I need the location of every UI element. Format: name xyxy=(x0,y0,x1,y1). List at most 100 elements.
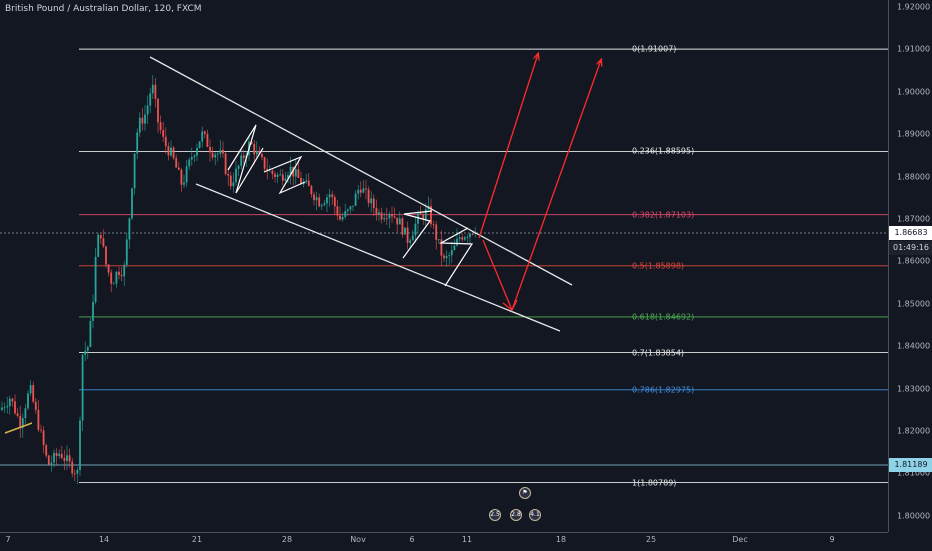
candle-body xyxy=(292,166,295,177)
time-tick-label: 18 xyxy=(555,535,567,544)
candle-body xyxy=(276,174,279,177)
candle-body xyxy=(3,407,6,409)
current-price-badge: 1.86683 xyxy=(889,226,932,240)
price-tick-label: 1.87000 xyxy=(897,214,931,224)
time-tick-label: 9 xyxy=(829,535,835,544)
candle-body xyxy=(1,407,3,410)
candle-body xyxy=(445,256,448,259)
candle-body xyxy=(131,188,133,219)
candle-body xyxy=(326,197,328,204)
event-badge[interactable]: 4.1 xyxy=(529,509,541,521)
price-tick-label: 1.90000 xyxy=(897,87,931,97)
candle-body xyxy=(300,177,302,185)
candle-body xyxy=(97,234,100,257)
candle-body xyxy=(372,198,375,209)
channel-lines[interactable] xyxy=(149,56,573,332)
candle-body xyxy=(448,255,451,257)
event-badge[interactable]: 2.5 xyxy=(489,509,501,521)
candle-body xyxy=(151,84,154,94)
candle-body xyxy=(240,155,243,166)
candle-body xyxy=(391,214,393,217)
time-tick-label: 7 xyxy=(5,535,11,544)
flag-pattern-2[interactable] xyxy=(263,155,306,195)
time-tick-label: 6 xyxy=(409,535,415,544)
candle-body xyxy=(71,461,74,474)
candle-body xyxy=(393,216,396,218)
candle-body xyxy=(310,186,313,195)
candle-body xyxy=(8,398,11,407)
candle-body xyxy=(432,224,435,226)
arrow-breakout-up[interactable] xyxy=(478,54,538,239)
flag-pattern-1[interactable] xyxy=(227,124,264,194)
candle-body xyxy=(305,180,308,183)
price-axis[interactable]: 1.92000 1.91000 1.90000 1.89000 1.88000 1.870… xyxy=(888,0,932,532)
flag-pattern-3[interactable] xyxy=(402,210,433,259)
fib-level-label: 0(1.91007) xyxy=(632,44,677,54)
candle-body xyxy=(133,153,136,189)
candle-body xyxy=(357,189,360,194)
candle-body xyxy=(219,149,222,154)
candle-body xyxy=(471,233,474,235)
candle-body xyxy=(170,147,172,156)
candle-body xyxy=(414,223,417,236)
candle-body xyxy=(385,218,388,220)
candle-body xyxy=(27,393,29,409)
candle-body xyxy=(60,453,63,459)
event-flag-uk-icon[interactable]: ⚑ xyxy=(519,487,531,499)
candle-body xyxy=(16,413,19,416)
arrow-down-then-up[interactable] xyxy=(482,60,601,312)
candle-body xyxy=(45,445,48,456)
candle-body xyxy=(190,157,193,160)
candle-body xyxy=(352,205,354,207)
fib-retracement-lines[interactable] xyxy=(79,48,888,483)
candle-body xyxy=(188,159,191,167)
candle-body xyxy=(406,227,409,243)
candle-body xyxy=(118,271,120,275)
candle-body xyxy=(141,117,144,124)
candle-body xyxy=(198,141,201,149)
candle-body xyxy=(398,218,401,225)
candle-body xyxy=(396,217,399,225)
arrow-dip-head xyxy=(502,302,513,311)
candle-body xyxy=(461,237,464,240)
projection-arrows[interactable] xyxy=(478,54,601,312)
candle-body xyxy=(86,347,89,351)
candle-body xyxy=(411,235,414,241)
candle-body xyxy=(458,237,461,239)
marked-price-badge: 1.81189 xyxy=(889,458,932,472)
candle-body xyxy=(183,182,185,185)
candle-body xyxy=(159,122,162,131)
candle-body xyxy=(196,148,198,156)
candle-body xyxy=(437,239,440,241)
candle-body xyxy=(383,218,386,220)
candle-body xyxy=(206,133,209,147)
candle-body xyxy=(6,406,9,408)
time-tick-label: Dec xyxy=(732,535,748,544)
candle-body xyxy=(380,212,383,220)
chart-pane[interactable] xyxy=(0,0,888,532)
candle-body xyxy=(422,214,425,220)
moving-average-segment xyxy=(4,422,33,434)
candle-body xyxy=(229,175,232,187)
channel-upper-line[interactable] xyxy=(149,56,573,286)
candle-body xyxy=(404,227,406,235)
candle-body xyxy=(167,146,170,156)
time-axis[interactable]: 7 14 21 28 Nov 6 11 18 25 Dec 9 xyxy=(0,532,888,551)
fib-level-label: 0.618(1.84692) xyxy=(632,312,695,322)
candle-body xyxy=(128,218,131,240)
time-tick-label: 25 xyxy=(645,535,657,544)
channel-lower-line[interactable] xyxy=(195,183,561,332)
candle-body xyxy=(29,385,32,394)
candle-body xyxy=(378,212,380,215)
candle-body xyxy=(224,153,227,175)
candle-body xyxy=(341,216,344,220)
event-badge[interactable]: 2.8 xyxy=(510,509,522,521)
candle-body xyxy=(281,174,284,181)
candle-body xyxy=(336,206,339,216)
flag-pattern-4[interactable] xyxy=(438,227,474,287)
candle-body xyxy=(102,238,105,247)
candle-body xyxy=(211,152,214,158)
candle-body xyxy=(349,206,352,210)
pattern-lines[interactable] xyxy=(227,124,474,287)
